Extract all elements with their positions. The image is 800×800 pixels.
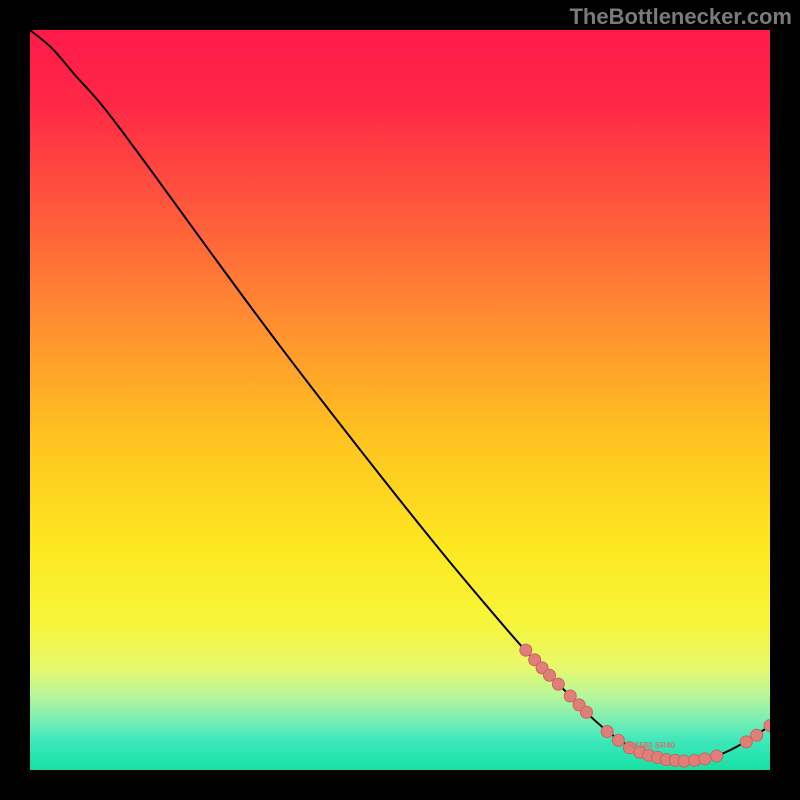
chart-background-gradient	[30, 30, 770, 770]
data-point-marker	[699, 753, 711, 765]
curve-inline-label: RX580 SR40	[628, 741, 675, 750]
data-point-marker	[543, 669, 555, 681]
data-point-marker	[552, 678, 564, 690]
data-point-marker	[740, 736, 752, 748]
data-point-marker	[601, 726, 613, 738]
bottleneck-chart: RX580 SR40	[30, 30, 770, 770]
data-point-marker	[612, 734, 624, 746]
chart-plot-area: RX580 SR40	[30, 30, 770, 770]
watermark-text: TheBottlenecker.com	[569, 4, 792, 30]
data-point-marker	[520, 644, 532, 656]
data-point-marker	[711, 750, 723, 762]
data-point-marker	[564, 690, 576, 702]
data-point-marker	[751, 729, 763, 741]
data-point-marker	[580, 706, 592, 718]
